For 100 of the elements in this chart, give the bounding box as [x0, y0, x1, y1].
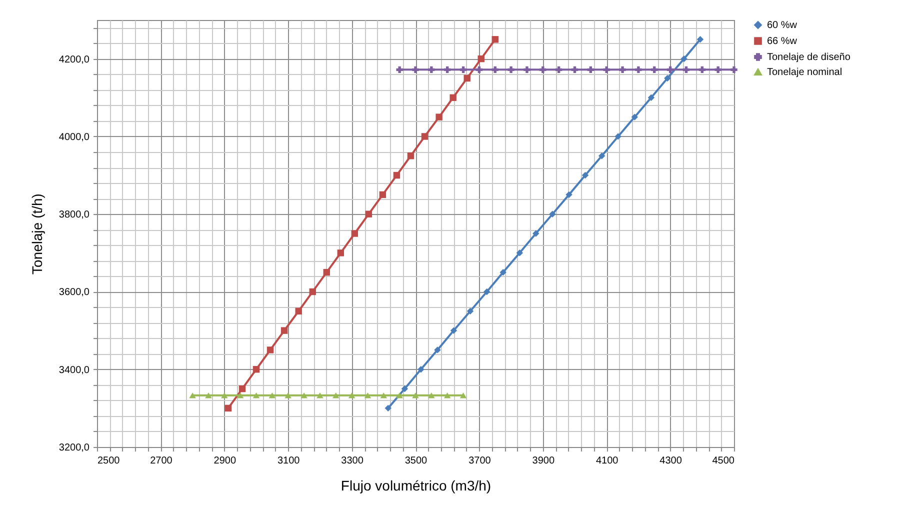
point — [189, 392, 196, 398]
y-axis-title: Tonelaje (t/h) — [28, 194, 45, 274]
point — [284, 392, 292, 398]
point — [476, 66, 483, 74]
point — [252, 366, 260, 373]
legend-label: 66 %w — [767, 36, 798, 47]
point — [635, 66, 642, 74]
point — [666, 66, 674, 74]
point — [418, 366, 424, 373]
y-tick-label: 3800,0 — [58, 210, 90, 221]
x-axis-title: Flujo volumétrico (m3/h) — [340, 478, 492, 494]
point — [460, 66, 467, 74]
point — [221, 392, 228, 398]
point — [393, 172, 400, 179]
y-tick-label: 3400,0 — [58, 364, 90, 376]
y-tick-label: 3600,0 — [58, 287, 90, 298]
point — [571, 66, 578, 74]
point — [631, 114, 638, 120]
point — [436, 114, 442, 120]
point — [316, 392, 324, 398]
point — [450, 327, 458, 334]
point — [434, 346, 441, 354]
x-tick-label: 2900 — [214, 456, 236, 466]
point — [268, 392, 276, 398]
point — [421, 133, 428, 140]
point — [696, 36, 704, 43]
point — [680, 55, 688, 62]
point — [396, 392, 403, 398]
legend-label: Tonelaje de diseño — [767, 52, 851, 63]
point — [205, 392, 212, 398]
x-tick-label: 2500 — [98, 456, 120, 466]
point — [682, 66, 690, 74]
point — [532, 230, 540, 237]
point — [224, 404, 232, 412]
point — [332, 392, 340, 398]
point — [582, 172, 589, 179]
point — [384, 404, 392, 412]
point — [651, 66, 658, 74]
point — [444, 66, 451, 74]
point — [266, 346, 274, 354]
point — [478, 55, 484, 62]
x-tick-label: 4300 — [660, 456, 682, 466]
y-tick-label: 3200,0 — [58, 442, 90, 454]
point — [309, 288, 316, 296]
point — [619, 66, 626, 74]
point — [524, 66, 530, 74]
x-tick-label: 2700 — [150, 456, 173, 466]
point — [555, 66, 562, 74]
point — [412, 66, 419, 74]
x-tick-label: 3500 — [404, 456, 428, 466]
point — [295, 308, 302, 314]
point — [379, 191, 386, 198]
point — [516, 250, 524, 256]
x-tick-label: 4500 — [712, 456, 735, 466]
point — [323, 268, 330, 276]
point — [698, 66, 706, 74]
point — [407, 152, 414, 160]
point — [714, 66, 722, 74]
x-tick-label: 3100 — [277, 456, 300, 466]
point — [444, 392, 451, 398]
point — [351, 230, 358, 237]
y-tick-label: 4000,0 — [58, 132, 90, 143]
point — [730, 66, 738, 74]
point — [450, 94, 456, 101]
point — [483, 288, 490, 296]
point — [603, 66, 610, 74]
point — [500, 268, 506, 276]
point — [614, 133, 622, 140]
point — [396, 66, 403, 74]
point — [540, 66, 546, 74]
x-tick-label: 3700 — [468, 456, 492, 466]
point — [598, 152, 606, 160]
point — [380, 392, 388, 398]
point — [365, 210, 372, 218]
legend-label: 60 %w — [767, 20, 798, 31]
point — [412, 392, 419, 398]
point — [648, 94, 655, 101]
x-tick-label: 3300 — [341, 456, 364, 466]
point — [238, 385, 246, 392]
point — [549, 210, 556, 218]
point — [460, 392, 467, 398]
point — [664, 74, 671, 82]
point — [401, 385, 408, 392]
point — [236, 392, 244, 398]
point — [587, 66, 594, 74]
point — [566, 191, 572, 198]
point — [492, 66, 498, 74]
point — [252, 392, 260, 398]
legend-label: Tonelaje nominal — [767, 67, 842, 78]
point — [428, 392, 435, 398]
point — [337, 250, 344, 256]
point — [508, 66, 514, 74]
point — [300, 392, 308, 398]
point — [466, 308, 474, 314]
point — [464, 74, 470, 82]
point — [492, 36, 498, 43]
x-tick-label: 4100 — [596, 456, 619, 466]
y-tick-label: 4200,0 — [58, 54, 90, 66]
point — [364, 392, 372, 398]
x-tick-label: 3900 — [532, 456, 555, 466]
